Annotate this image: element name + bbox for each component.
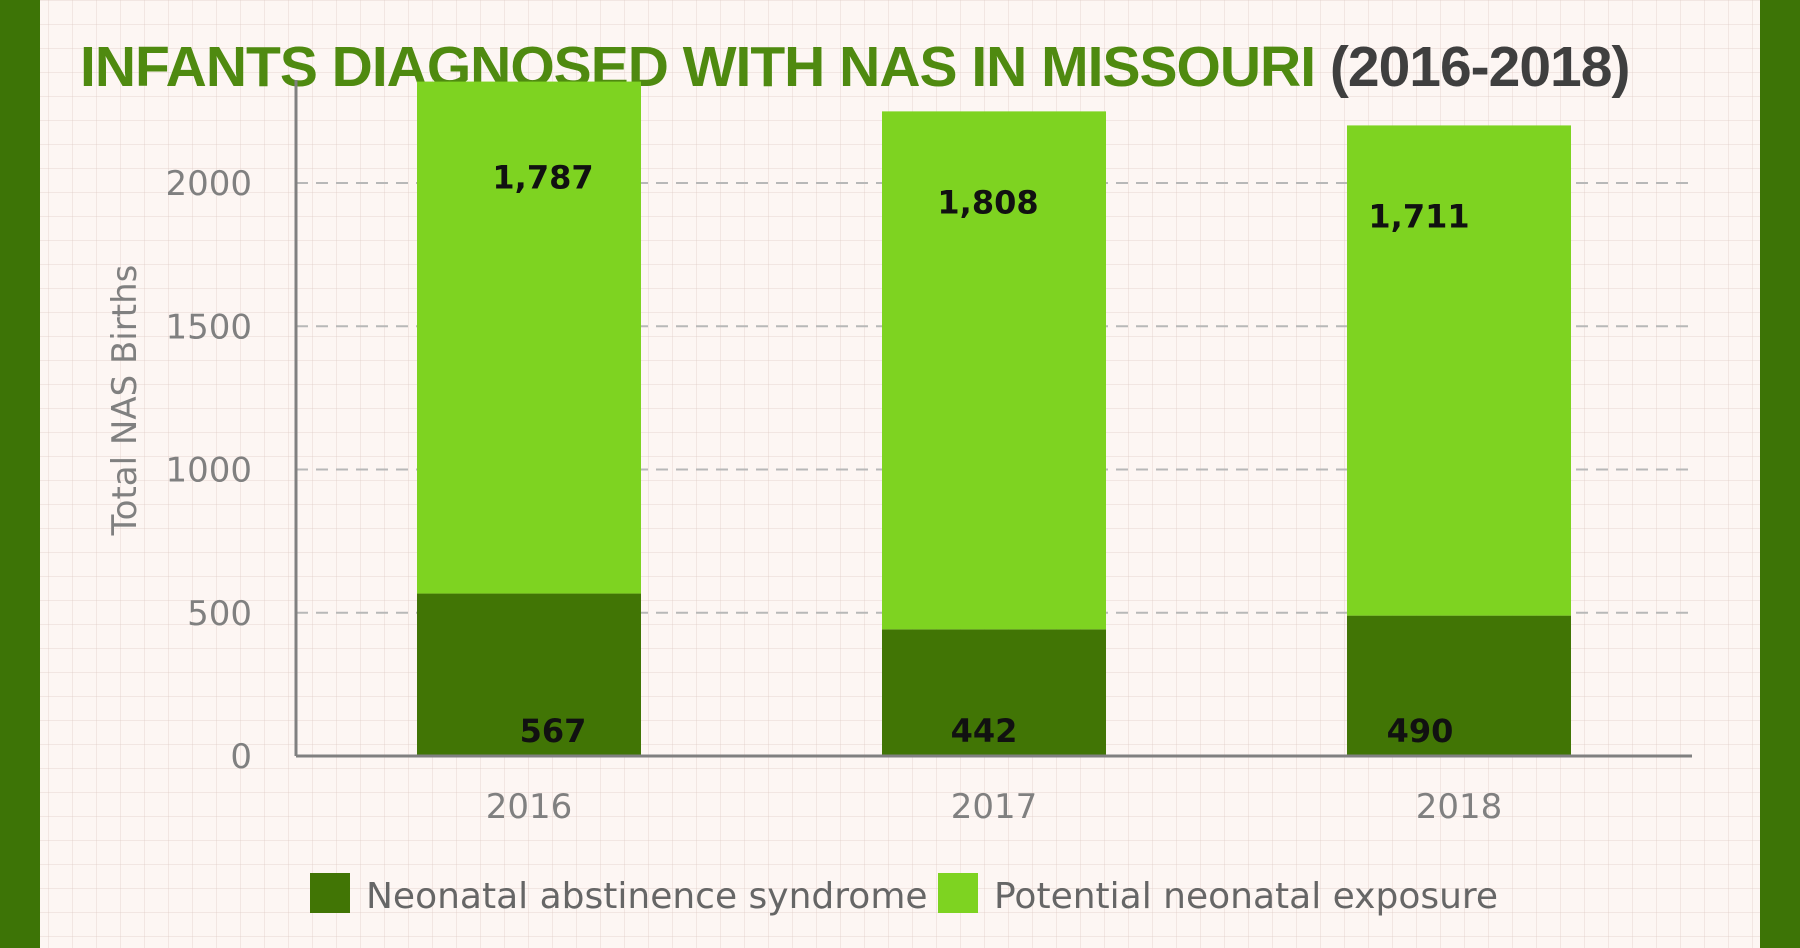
bar-2017-exposure: [882, 111, 1106, 630]
data-label-2017-exposure: 1,808: [937, 183, 1038, 221]
legend-swatch-exposure: [938, 873, 978, 913]
y-tick-label-0: 0: [230, 737, 252, 777]
y-axis-title: Total NAS Births: [105, 265, 145, 537]
bar-2016-nas: [417, 593, 641, 756]
chart-title-years: (2016-2018): [1329, 35, 1631, 99]
data-label-2018-nas: 490: [1387, 712, 1454, 750]
bar-2017-nas: [882, 629, 1106, 756]
bar-2018-exposure: [1347, 125, 1571, 616]
right-frame-bar: [1760, 0, 1800, 948]
chart-title-main: INFANTS DIAGNOSED WITH NAS IN MISSOURI: [80, 35, 1316, 99]
chart-title: INFANTS DIAGNOSED WITH NAS IN MISSOURI (…: [80, 34, 1720, 114]
x-tick-label-2018: 2018: [1416, 787, 1503, 827]
data-label-2017-nas: 442: [951, 712, 1018, 750]
y-tick-label-1000: 1000: [165, 451, 252, 491]
y-tick-label-1500: 1500: [165, 307, 252, 347]
y-tick-label-2000: 2000: [165, 164, 252, 204]
y-tick-label-500: 500: [187, 594, 252, 634]
data-label-2016-nas: 567: [520, 712, 587, 750]
data-label-2016-exposure: 1,787: [492, 159, 593, 197]
legend-label-nas: Neonatal abstinence syndrome: [366, 876, 928, 917]
bar-2018-nas: [1347, 615, 1571, 756]
left-frame-bar: [0, 0, 40, 948]
data-label-2018-exposure: 1,711: [1368, 197, 1469, 235]
legend-swatch-nas: [310, 873, 350, 913]
x-tick-label-2016: 2016: [486, 787, 573, 827]
x-tick-label-2017: 2017: [951, 787, 1038, 827]
legend-label-exposure: Potential neonatal exposure: [994, 876, 1498, 917]
bar-2016-exposure: [417, 81, 641, 594]
